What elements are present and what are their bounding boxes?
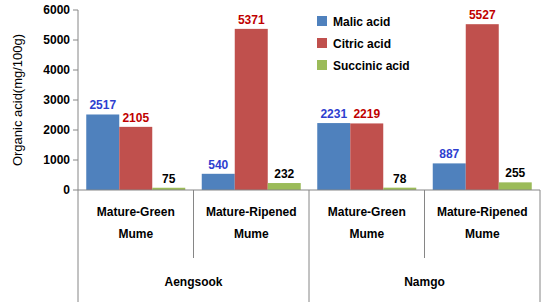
data-label: 5527 (469, 8, 496, 22)
legend-label: Succinic acid (333, 59, 410, 73)
y-tick-label: 2000 (43, 123, 70, 137)
data-label: 75 (162, 172, 176, 186)
legend-label: Malic acid (333, 15, 390, 29)
data-label: 887 (439, 147, 459, 161)
y-tick-label: 0 (63, 183, 70, 197)
legend-swatch (317, 60, 327, 70)
data-label: 2231 (320, 107, 347, 121)
bar (86, 114, 119, 190)
y-tick (73, 190, 78, 191)
y-tick (73, 10, 78, 11)
bar (466, 24, 499, 190)
y-tick (73, 70, 78, 71)
y-tick (73, 100, 78, 101)
data-label: 2105 (122, 111, 149, 125)
group-label: Namgo (404, 275, 445, 289)
group-separator (540, 190, 541, 302)
x-tick-label-line: Mume (465, 227, 500, 241)
data-label: 2219 (353, 107, 380, 121)
bar (317, 123, 350, 190)
y-tick (73, 160, 78, 161)
data-label: 540 (208, 158, 228, 172)
group-separator (78, 190, 79, 302)
y-tick-label: 4000 (43, 63, 70, 77)
chart: 0 1000 2000 3000 4000 5000 6000 Organic acid(mg… (0, 0, 559, 306)
x-tick-label-line: Mume (118, 227, 153, 241)
x-tick-label: Mature-Green Mume (328, 205, 406, 241)
x-tick-label-line: Mume (349, 227, 384, 241)
bar (499, 182, 532, 190)
x-tick-label-line: Mature-Ripened (437, 205, 528, 219)
y-tick-label: 5000 (43, 33, 70, 47)
bar (350, 123, 383, 190)
x-tick-label-line: Mature-Ripened (206, 205, 297, 219)
x-tick-label-line: Mature-Green (328, 205, 406, 219)
x-tick-label-line: Mature-Green (97, 205, 175, 219)
data-label: 255 (505, 166, 525, 180)
data-label: 5371 (238, 13, 265, 27)
bar (268, 183, 301, 190)
group-label: Aengsook (164, 275, 222, 289)
bar (119, 127, 152, 190)
y-tick-label: 3000 (43, 93, 70, 107)
bar (235, 29, 268, 190)
legend-swatch (317, 38, 327, 48)
bars (86, 24, 532, 190)
x-tick-label: Mature-Green Mume (97, 205, 175, 241)
x-tick-label: Mature-Ripened Mume (437, 205, 528, 241)
y-tick-label: 6000 (43, 3, 70, 17)
y-tick-label: 1000 (43, 153, 70, 167)
bar (433, 163, 466, 190)
category-separator (424, 190, 425, 258)
data-label: 2517 (89, 98, 116, 112)
x-tick-label-line: Mume (234, 227, 269, 241)
legend-swatch (317, 16, 327, 26)
category-separator (193, 190, 194, 258)
y-axis (78, 10, 79, 190)
x-tick-label: Mature-Ripened Mume (206, 205, 297, 241)
group-separator (309, 190, 310, 302)
y-tick (73, 130, 78, 131)
legend-label: Citric acid (333, 37, 391, 51)
y-tick (73, 40, 78, 41)
data-label: 78 (393, 172, 407, 186)
y-axis-label: Organic acid(mg/100g) (10, 34, 25, 166)
data-label: 232 (274, 167, 294, 181)
bar (202, 174, 235, 190)
